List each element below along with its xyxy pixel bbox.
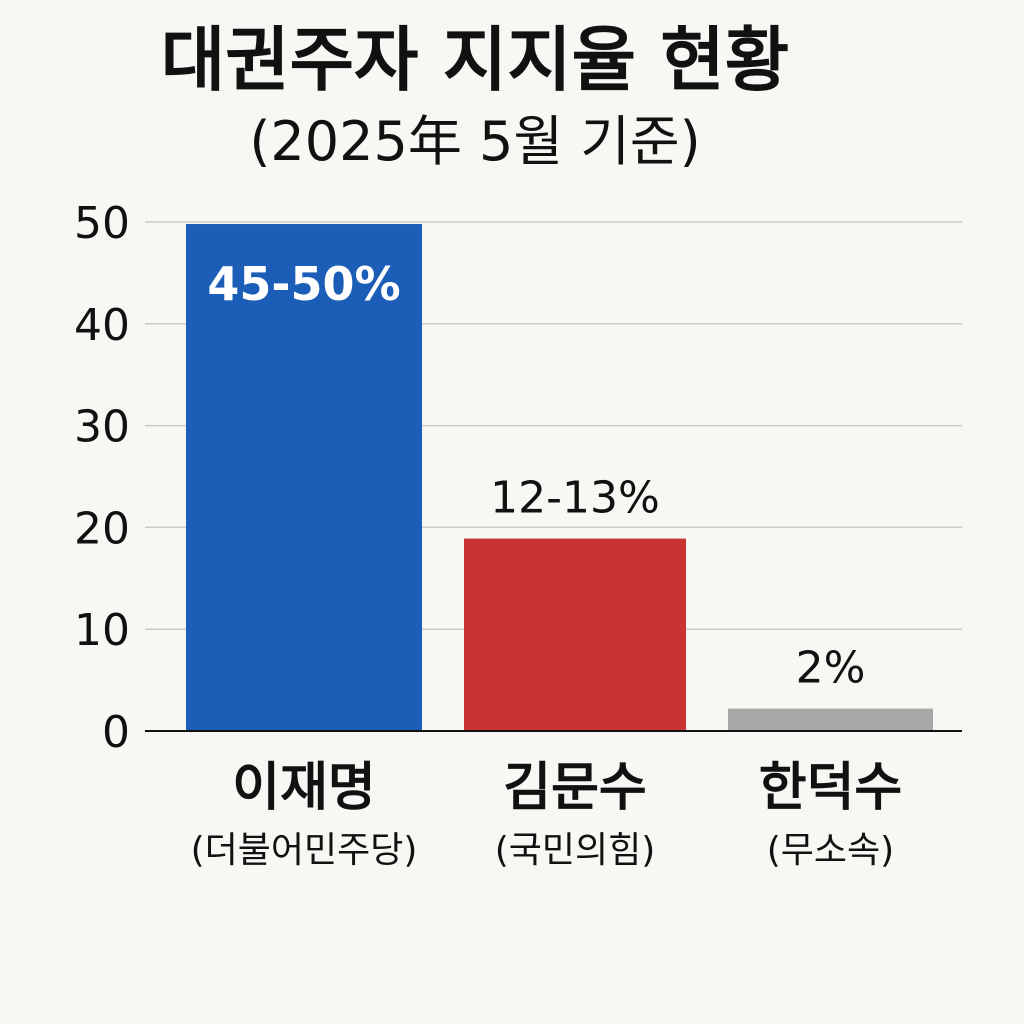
data-label: 45-50%	[207, 257, 400, 311]
y-tick-label: 0	[102, 707, 130, 758]
bar-3	[728, 708, 933, 731]
category-name: 이재명	[232, 758, 376, 818]
bar-2	[464, 538, 686, 731]
y-tick-label: 50	[74, 198, 130, 249]
y-tick-label: 30	[74, 402, 130, 453]
data-label: 2%	[796, 643, 866, 694]
y-tick-label: 20	[74, 503, 130, 554]
y-tick-label: 10	[74, 605, 130, 656]
category-party: (더불어민주당)	[191, 830, 418, 871]
chart-subtitle: (2025年 5월 기준)	[249, 110, 701, 173]
bar-1	[186, 224, 422, 731]
category-party: (무소속)	[767, 830, 894, 871]
data-label: 12-13%	[490, 473, 660, 524]
bars	[186, 224, 933, 731]
category-labels: 이재명 (더불어민주당) 김문수 (국민의힘) 한덕수 (무소속)	[191, 758, 903, 871]
y-axis-tick-labels: 0 10 20 30 40 50	[74, 198, 130, 758]
category-name: 한덕수	[759, 758, 903, 818]
y-tick-label: 40	[74, 300, 130, 351]
category-party: (국민의힘)	[495, 830, 656, 871]
chart-title: 대권주자 지지율 현황	[160, 19, 790, 101]
data-labels: 45-50% 12-13% 2%	[207, 257, 865, 694]
category-name: 김문수	[503, 758, 647, 818]
